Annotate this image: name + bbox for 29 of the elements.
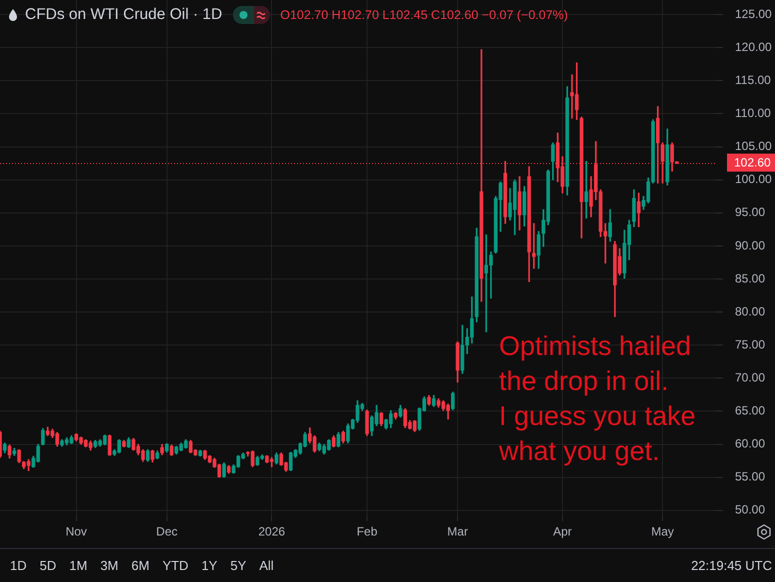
y-tick-label: 115.00 — [735, 72, 772, 87]
x-tick-label: 2026 — [258, 524, 286, 539]
y-tick-label: 55.00 — [735, 470, 766, 484]
y-tick-label: 90.00 — [735, 238, 766, 252]
y-tick-label: 100.00 — [735, 172, 772, 186]
y-tick-label: 105.00 — [735, 139, 772, 154]
x-tick-label: May — [651, 524, 674, 539]
text: 1D 5D 1M 3M 6M YTD 1Y 5Y All — [10, 558, 274, 573]
x-tick-label: Dec — [156, 524, 178, 539]
annotation: O102.70 H102.70 L102.45 C102.60 −0.07 (−0.07%) — [280, 8, 568, 22]
y-tick-label: 70.00 — [735, 370, 766, 384]
chart-title: CFDs on WTI Crude Oil · 1D — [25, 6, 222, 24]
x-tick-label: Mar — [447, 524, 468, 539]
x-tick-label: Apr — [553, 524, 572, 539]
y-tick-label: 65.00 — [735, 404, 766, 418]
y-tick-label: 75.00 — [735, 337, 766, 352]
text: 22:19:45 UTC — [691, 558, 772, 572]
y-tick-label: 80.00 — [735, 304, 766, 318]
y-tick-label: 110.00 — [735, 106, 772, 120]
annotation: Optimists hailed the drop in oil. I guess you take what you get. — [499, 330, 696, 468]
y-tick-label: 60.00 — [735, 436, 766, 451]
y-tick-label: 85.00 — [735, 271, 766, 286]
x-tick-label: Nov — [66, 524, 87, 539]
y-tick-label: 95.00 — [735, 205, 766, 220]
y-tick-label: 120.00 — [735, 40, 772, 54]
ref-line-label: 102.60 — [734, 155, 772, 170]
y-tick-label: 125.00 — [735, 6, 772, 21]
x-tick-label: Feb — [356, 524, 378, 539]
y-tick-label: 50.00 — [735, 502, 766, 517]
